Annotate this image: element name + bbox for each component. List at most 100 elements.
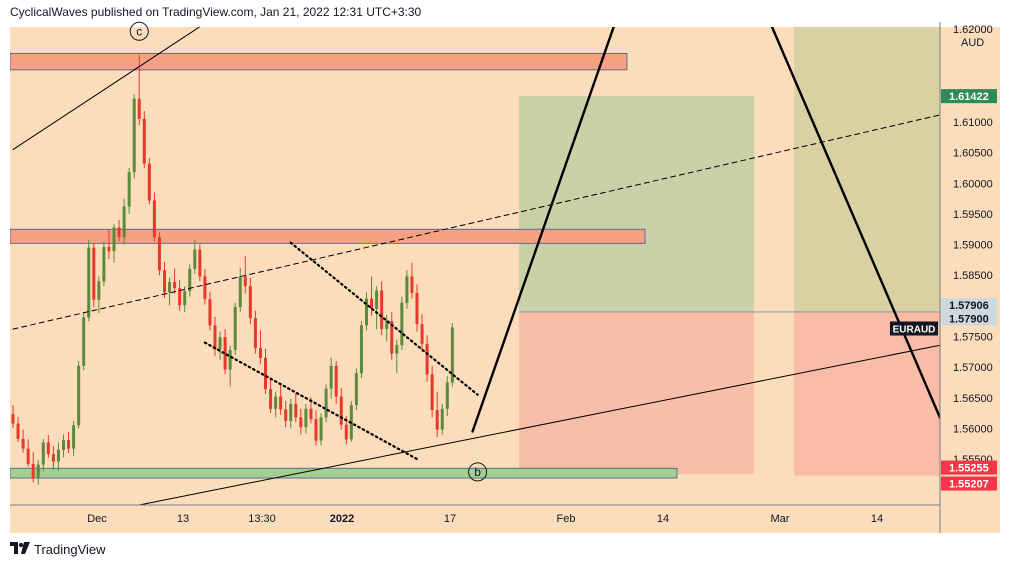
candle[interactable] <box>122 198 126 245</box>
candle[interactable] <box>102 241 106 287</box>
candle[interactable] <box>274 391 278 418</box>
candle[interactable] <box>117 220 121 242</box>
candle[interactable] <box>11 405 15 428</box>
candle[interactable] <box>420 314 424 352</box>
candle[interactable] <box>365 292 368 331</box>
candle[interactable] <box>253 310 257 354</box>
candle[interactable] <box>147 158 151 205</box>
candle[interactable] <box>188 264 192 297</box>
steep-up-line[interactable] <box>471 12 619 433</box>
candle[interactable] <box>77 360 81 429</box>
candle[interactable] <box>218 331 222 360</box>
wedge-upper[interactable] <box>289 241 479 396</box>
candle[interactable] <box>223 329 227 375</box>
candle[interactable] <box>304 403 308 434</box>
candle[interactable] <box>97 276 101 314</box>
candle[interactable] <box>163 261 166 298</box>
candle[interactable] <box>440 403 444 435</box>
candle[interactable] <box>233 302 237 355</box>
wedge-lower[interactable] <box>203 341 419 461</box>
candle[interactable] <box>228 345 232 387</box>
candle[interactable] <box>62 434 65 458</box>
candle[interactable] <box>213 316 217 357</box>
resistance-box-upper[interactable] <box>10 52 628 71</box>
candle[interactable] <box>279 385 283 415</box>
candle[interactable] <box>258 330 262 365</box>
candle[interactable] <box>238 267 242 312</box>
candle[interactable] <box>445 376 449 417</box>
candle[interactable] <box>289 398 293 429</box>
candle[interactable] <box>415 284 419 332</box>
candle[interactable] <box>208 291 212 331</box>
time-axis[interactable]: Dec 13 13:30 2022 17 Feb 14 Mar 14 <box>87 513 883 525</box>
candle[interactable] <box>82 311 86 371</box>
candle[interactable] <box>375 286 379 330</box>
candle[interactable] <box>390 311 394 360</box>
candle[interactable] <box>269 379 273 414</box>
candle[interactable] <box>173 268 177 294</box>
candle[interactable] <box>435 391 439 437</box>
candle[interactable] <box>264 348 267 395</box>
stop-zone[interactable] <box>519 311 754 475</box>
candle[interactable] <box>112 223 116 263</box>
candle[interactable] <box>354 368 358 411</box>
candle[interactable] <box>198 244 202 282</box>
wave-label-c[interactable]: c <box>129 21 149 41</box>
candle[interactable] <box>385 315 389 342</box>
candle[interactable] <box>334 360 338 404</box>
candle[interactable] <box>450 322 454 387</box>
candle[interactable] <box>31 452 35 483</box>
support-box[interactable] <box>10 467 678 479</box>
candle[interactable] <box>324 384 328 423</box>
candle[interactable] <box>26 439 30 467</box>
steep-down-line[interactable] <box>765 12 977 505</box>
candle[interactable] <box>132 94 136 179</box>
candle[interactable] <box>193 239 197 274</box>
candle[interactable] <box>36 460 40 485</box>
right-target-zone[interactable] <box>794 27 940 312</box>
candle[interactable] <box>142 110 146 168</box>
candle[interactable] <box>410 262 414 299</box>
wave-label-b[interactable]: b <box>468 462 488 482</box>
candle[interactable] <box>243 256 247 294</box>
candle[interactable] <box>319 413 323 446</box>
candle[interactable] <box>248 277 252 325</box>
candle[interactable] <box>67 432 71 453</box>
candle[interactable] <box>41 438 45 472</box>
candle[interactable] <box>168 277 172 306</box>
candle[interactable] <box>107 229 111 260</box>
candle[interactable] <box>380 281 384 336</box>
candle[interactable] <box>400 296 404 350</box>
resistance-box-lower[interactable] <box>10 228 646 244</box>
candle[interactable] <box>284 400 288 428</box>
candle[interactable] <box>87 239 91 322</box>
candle[interactable] <box>294 392 298 423</box>
candle[interactable] <box>51 446 55 471</box>
candle[interactable] <box>178 280 182 311</box>
candle[interactable] <box>183 286 187 312</box>
candle[interactable] <box>16 416 20 442</box>
candle[interactable] <box>92 243 96 308</box>
candle[interactable] <box>395 339 399 374</box>
lower-channel-line[interactable] <box>138 298 1009 505</box>
candle[interactable] <box>299 408 303 435</box>
candle[interactable] <box>329 357 333 399</box>
candle[interactable] <box>339 387 343 430</box>
candle[interactable] <box>425 335 429 382</box>
upper-channel-line[interactable] <box>12 0 316 151</box>
candle[interactable] <box>314 410 318 446</box>
candle[interactable] <box>430 365 434 418</box>
right-stop-zone[interactable] <box>794 311 940 476</box>
candle[interactable] <box>157 232 161 276</box>
candle[interactable] <box>359 321 363 379</box>
candle[interactable] <box>21 429 25 453</box>
candle[interactable] <box>152 192 156 242</box>
candle[interactable] <box>405 270 409 309</box>
midline[interactable] <box>12 61 1009 330</box>
candle[interactable] <box>46 435 50 458</box>
target-zone[interactable] <box>519 96 754 312</box>
candle[interactable] <box>72 421 76 456</box>
candle[interactable] <box>203 269 207 305</box>
candle[interactable] <box>56 442 60 472</box>
